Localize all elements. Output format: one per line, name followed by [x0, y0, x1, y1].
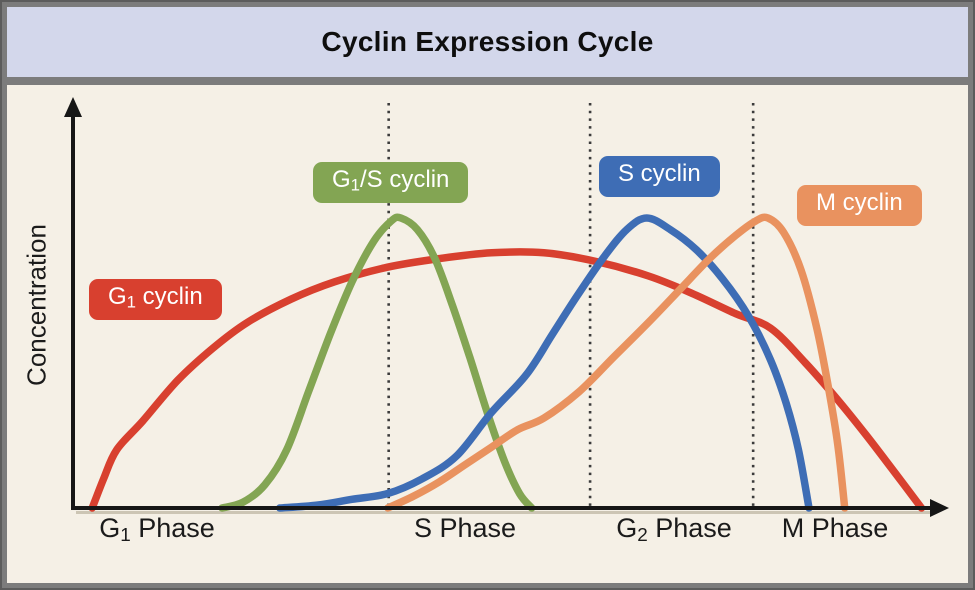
tick-text: G: [616, 513, 638, 543]
label-subscript: 1: [126, 292, 137, 312]
label-text: cyclin: [136, 283, 203, 310]
tick-text: S: [413, 513, 432, 543]
x-tick-m-phase: M Phase: [782, 513, 889, 547]
x-axis-arrow: [930, 499, 949, 517]
y-axis-arrow: [64, 97, 82, 117]
label-g1-cyclin: G1 cyclin: [89, 279, 222, 320]
label-s-cyclin: S cyclin: [599, 156, 720, 197]
curve-g1-cyclin: [88, 248, 926, 512]
tick-text: Phase: [804, 513, 889, 543]
label-text: M cyclin: [816, 189, 903, 216]
title-bar: Cyclin Expression Cycle: [7, 7, 968, 77]
tick-subscript: 1: [120, 525, 131, 547]
tick-text: Phase: [130, 513, 215, 543]
tick-text: Phase: [431, 513, 517, 543]
figure-title: Cyclin Expression Cycle: [321, 26, 654, 57]
y-axis-label: Concentration: [21, 224, 52, 386]
curve-s-cyclin: [275, 214, 813, 512]
tick-text: Phase: [647, 513, 732, 543]
tick-text: G: [99, 513, 121, 543]
x-tick-s-phase: S Phase: [414, 513, 516, 547]
label-m-cyclin: M cyclin: [797, 185, 922, 226]
x-tick-g2-phase: G2 Phase: [616, 513, 732, 547]
label-text: G: [108, 283, 127, 310]
x-tick-g1-phase: G1 Phase: [99, 513, 215, 547]
curve-g1s-cyclin: [218, 213, 536, 512]
curve-m-cyclin: [384, 213, 849, 512]
tick-text: M: [781, 513, 805, 543]
label-subscript: 1: [350, 175, 361, 195]
tick-subscript: 2: [637, 525, 648, 547]
label-text: S cyclin: [618, 160, 701, 187]
label-text: /S cyclin: [360, 166, 450, 193]
label-text: G: [332, 166, 351, 193]
label-g1s-cyclin: G1/S cyclin: [313, 162, 469, 203]
